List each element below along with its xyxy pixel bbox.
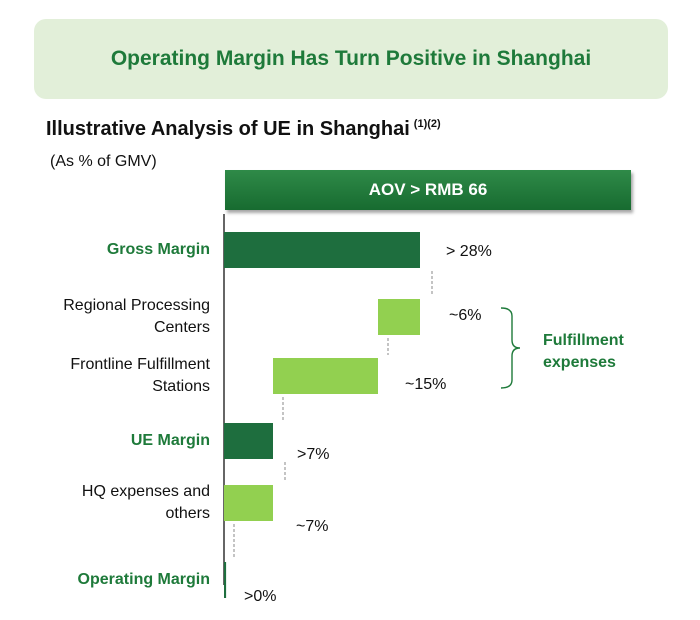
bar-hq-expenses-and-others <box>224 485 273 521</box>
row-label-line: Regional Processing <box>63 297 210 314</box>
value-label: ~7% <box>296 518 329 535</box>
fulfillment-group-label: Fulfillment expenses <box>543 330 624 374</box>
unit-note: (As % of GMV) <box>50 153 157 170</box>
row-label-line: Gross Margin <box>106 241 210 258</box>
value-label: >0% <box>244 588 277 605</box>
value-label: > 28% <box>446 243 492 260</box>
chart-title-text: Illustrative Analysis of UE in Shanghai <box>46 118 410 140</box>
aov-banner: AOV > RMB 66 <box>225 170 631 210</box>
row-label-operating-margin: Operating Margin <box>78 569 210 591</box>
bar-ue-margin <box>224 423 273 459</box>
bar-operating-margin <box>224 562 227 598</box>
row-label-line: Frontline Fulfillment <box>70 356 210 373</box>
value-label: >7% <box>297 446 330 463</box>
row-label-line: Centers <box>153 319 210 336</box>
bar-gross-margin <box>224 232 420 268</box>
headline-banner: Operating Margin Has Turn Positive in Sh… <box>34 19 668 99</box>
row-label-gross-margin: Gross Margin <box>107 239 210 261</box>
row-label-line: Operating Margin <box>77 571 210 588</box>
footnote-marker: (1)(2) <box>413 118 441 130</box>
chart-title: Illustrative Analysis of UE in Shanghai(… <box>46 118 441 141</box>
row-label-hq-expenses-and-others: HQ expenses and others <box>82 481 210 525</box>
fulfillment-label-line2: expenses <box>543 354 616 371</box>
bar-regional-processing-centers <box>378 299 420 335</box>
headline-title: Operating Margin Has Turn Positive in Sh… <box>110 47 592 70</box>
value-label: ~15% <box>405 376 447 393</box>
fulfillment-label-line1: Fulfillment <box>543 332 624 349</box>
row-label-line: UE Margin <box>130 432 210 449</box>
row-label-line: Stations <box>152 378 210 395</box>
fulfillment-bracket <box>500 307 521 389</box>
row-label-frontline-fulfillment-stations: Frontline Fulfillment Stations <box>70 354 210 398</box>
row-label-line: others <box>165 505 210 522</box>
row-label-line: HQ expenses and <box>81 483 210 500</box>
bar-frontline-fulfillment-stations <box>273 358 378 394</box>
value-label: ~6% <box>449 307 482 324</box>
row-label-ue-margin: UE Margin <box>131 430 210 452</box>
row-label-regional-processing-centers: Regional Processing Centers <box>63 295 210 339</box>
